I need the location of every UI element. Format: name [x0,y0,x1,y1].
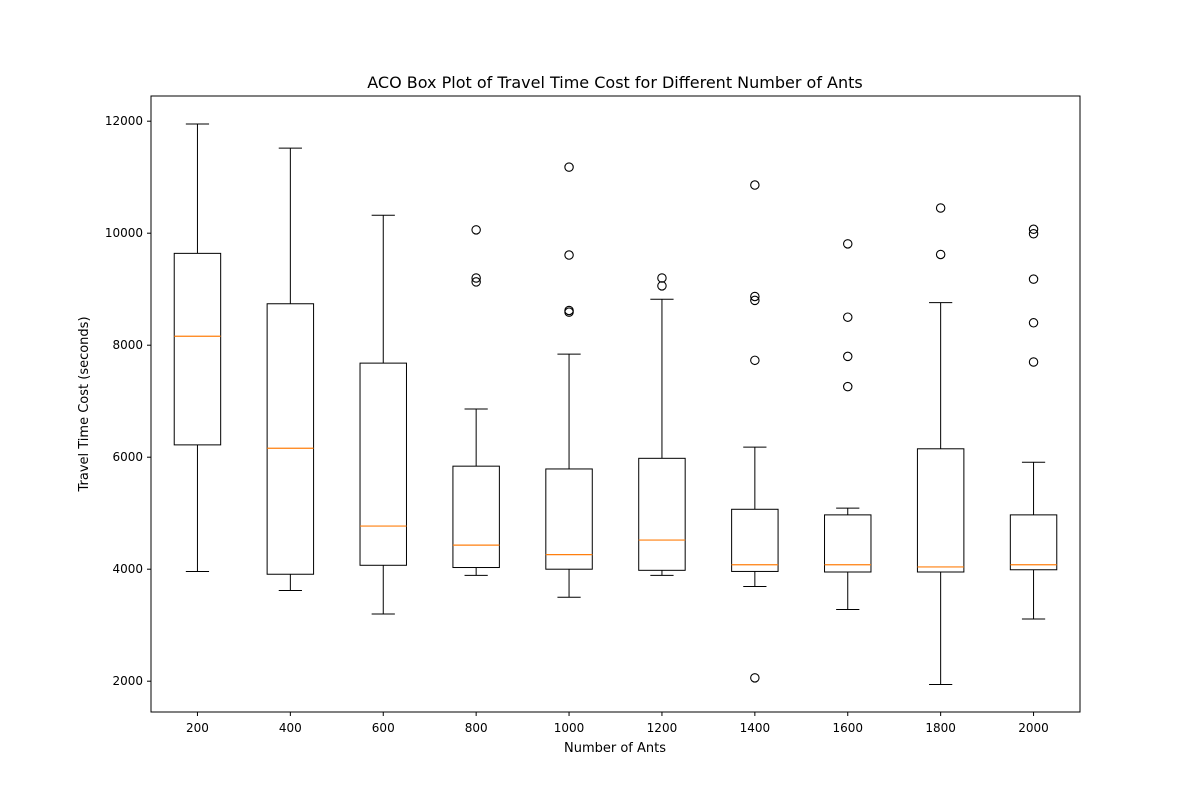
x-tick-label: 600 [372,721,395,735]
box-group-400 [266,147,315,591]
y-tick-label: 2000 [112,674,143,688]
iqr-box [1009,514,1058,571]
x-axis: 200 400 600 800 1000 1200 1400 1600 1800 2000 [186,712,1049,735]
x-tick-label: 1600 [832,721,863,735]
outlier-point [564,250,574,260]
iqr-box [824,514,872,573]
outlier-point [750,291,760,302]
iqr-box [638,457,686,571]
outlier-point [657,273,667,283]
box-group-800 [452,225,500,576]
box-group-1400 [731,180,779,683]
iqr-box [731,508,779,572]
x-tick-label: 1200 [647,721,678,735]
y-tick-label: 10000 [105,226,143,240]
outlier-point [750,180,760,190]
outlier-point [471,273,481,283]
iqr-box [266,303,315,575]
box-group-2000 [1009,224,1058,620]
outlier-point [657,281,667,291]
x-axis-label: Number of Ants [564,741,666,756]
box-group-600 [359,214,407,615]
iqr-box [173,252,222,446]
outlier-point [842,381,853,392]
outlier-point [750,355,760,366]
x-tick-label: 2000 [1018,721,1049,735]
x-tick-label: 1000 [554,721,585,735]
iqr-box [916,448,965,573]
outlier-point [1028,318,1039,328]
iqr-box [359,362,407,566]
x-tick-label: 1400 [740,721,771,735]
outlier-point [1028,224,1039,235]
outlier-point [842,312,853,322]
x-tick-label: 1800 [925,721,956,735]
plot-area [173,123,1058,686]
y-axis: 2000 4000 6000 8000 10000 12000 [105,114,151,688]
iqr-box [545,468,593,570]
x-tick-label: 800 [465,721,488,735]
y-tick-label: 6000 [112,450,143,464]
outlier-point [842,351,853,362]
outlier-point [1028,357,1039,367]
outlier-point [564,307,574,317]
x-tick-label: 200 [186,721,209,735]
box-group-1000 [545,162,593,598]
box-group-1600 [824,239,872,611]
box-group-1800 [916,203,965,686]
y-axis-label: Travel Time Cost (seconds) [77,316,92,492]
box-group-200 [173,123,222,572]
iqr-box [452,465,500,569]
outlier-point [842,239,853,249]
y-tick-label: 4000 [112,562,143,576]
chart-title: ACO Box Plot of Travel Time Cost for Dif… [367,73,863,92]
outlier-point [1028,229,1039,239]
outlier-point [750,673,760,683]
outlier-point [564,162,574,172]
outlier-point [935,203,946,213]
outlier-point [471,277,481,287]
outlier-point [750,295,760,306]
y-tick-label: 12000 [105,114,143,128]
axes-frame [150,95,1081,713]
outlier-point [1028,274,1039,284]
x-tick-label: 400 [279,721,302,735]
outlier-point [471,225,481,235]
box-group-1200 [638,273,686,576]
outlier-point [935,249,946,260]
y-tick-label: 8000 [112,338,143,352]
